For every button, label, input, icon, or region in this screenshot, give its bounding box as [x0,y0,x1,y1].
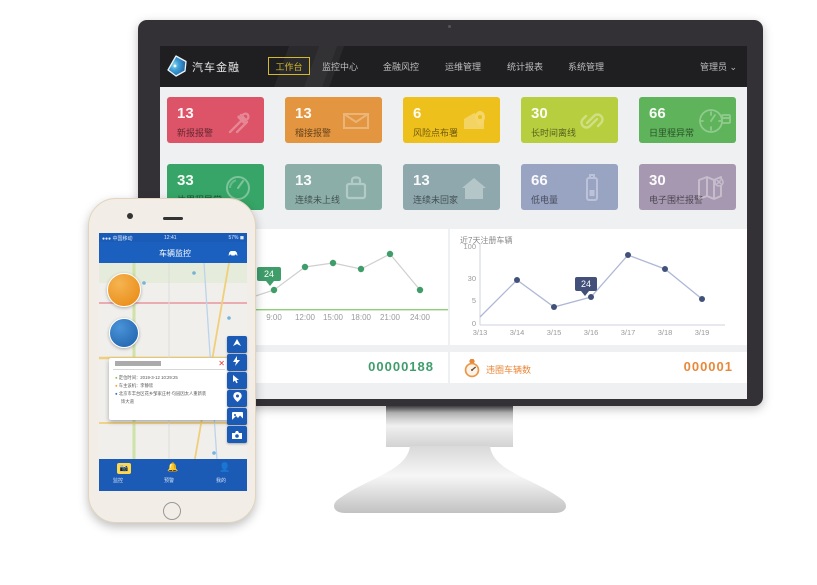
svg-text:3/17: 3/17 [621,328,636,337]
svg-text:3/14: 3/14 [510,328,525,337]
svg-text:5: 5 [472,296,476,305]
svg-text:30: 30 [468,274,476,283]
svg-text:15:00: 15:00 [323,313,344,322]
svg-text:3/15: 3/15 [547,328,562,337]
svg-text:12:00: 12:00 [295,313,316,322]
svg-text:3/13: 3/13 [473,328,488,337]
svg-text:0: 0 [472,319,476,328]
svg-text:9:00: 9:00 [266,313,282,322]
svg-text:3/19: 3/19 [695,328,710,337]
svg-text:3/16: 3/16 [584,328,599,337]
svg-text:21:00: 21:00 [380,313,401,322]
svg-text:3/18: 3/18 [658,328,673,337]
svg-text:18:00: 18:00 [351,313,372,322]
svg-text:24:00: 24:00 [410,313,431,322]
